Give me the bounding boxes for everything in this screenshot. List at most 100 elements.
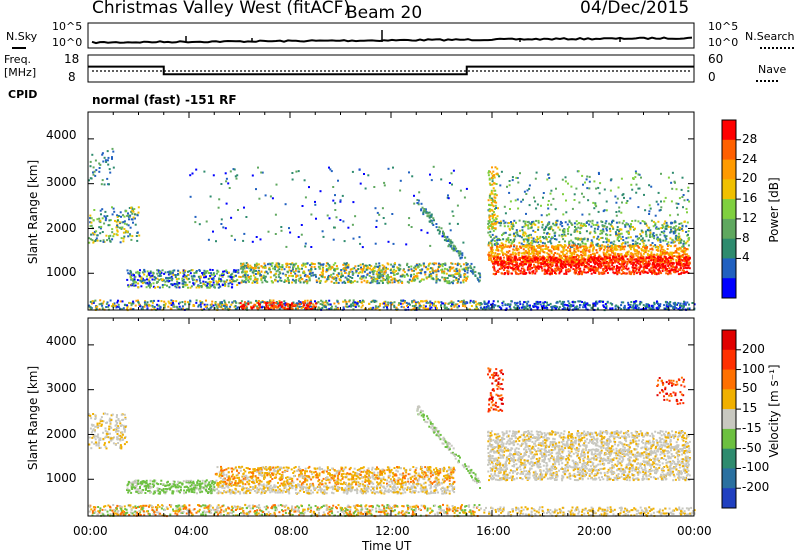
data-cell [602,251,605,254]
data-cell [357,274,359,277]
data-cell [391,213,394,215]
data-cell [313,266,316,268]
data-cell [443,304,446,307]
data-cell [439,263,442,266]
data-cell [633,258,636,261]
data-cell [150,284,152,287]
data-cell [331,277,334,280]
data-cell [632,262,635,265]
data-cell [580,222,583,225]
power-data [88,147,696,312]
data-cell [657,263,660,266]
data-cell [263,271,266,274]
data-cell [596,237,599,240]
data-cell [127,214,130,217]
data-cell [288,266,290,269]
data-cell [90,177,93,180]
data-cell [352,299,355,302]
data-cell [185,275,188,278]
data-cell [111,231,114,234]
data-cell [487,222,490,225]
data-cell [597,256,600,259]
data-cell [333,276,336,279]
data-cell [182,275,185,278]
data-cell [302,301,305,304]
data-cell [212,281,215,284]
data-cell [110,305,113,308]
data-cell [242,303,245,306]
data-cell [402,269,405,272]
data-cell [386,267,389,270]
data-cell [504,243,507,246]
data-cell [547,236,550,238]
data-cell [171,284,174,287]
data-cell [257,272,260,275]
data-cell [473,266,476,269]
data-cell [364,276,367,279]
data-cell [305,307,308,310]
data-cell [243,267,246,270]
data-cell [513,238,516,241]
data-cell [473,301,476,304]
data-cell [451,274,454,277]
data-cell [203,303,206,306]
data-cell [156,303,159,306]
data-cell [321,267,324,270]
data-cell [593,227,596,230]
data-cell [474,308,477,311]
data-cell [428,211,431,214]
data-cell [666,270,669,272]
data-cell [120,226,123,229]
data-cell [577,243,580,246]
freq-panel-frame [87,54,695,83]
data-cell [337,307,340,310]
data-cell [424,271,427,274]
data-cell [450,300,453,303]
data-cell [201,272,204,274]
data-cell [677,270,679,273]
data-cell [244,304,247,307]
data-cell [369,307,372,310]
data-cell [136,231,139,234]
data-cell [667,244,670,247]
data-cell [238,275,241,278]
data-cell [101,152,104,155]
data-cell [629,236,632,239]
data-cell [274,279,277,282]
data-cell [636,235,639,238]
data-cell [304,265,307,268]
data-cell [300,233,303,236]
data-cell [641,239,644,242]
data-cell [347,226,350,229]
data-cell [536,251,539,254]
data-cell [332,263,335,266]
data-cell [173,305,176,308]
data-cell [572,256,575,259]
data-cell [567,246,569,249]
data-cell [133,208,136,210]
data-cell [295,170,298,173]
nsky-panel-frame [87,22,695,49]
data-cell [523,270,526,273]
data-cell [230,278,233,281]
data-cell [438,301,441,304]
data-cell [199,276,202,279]
data-cell [568,244,571,247]
data-cell [378,266,381,269]
data-cell [206,270,209,273]
data-cell [175,283,178,285]
data-cell [507,225,510,228]
data-cell [239,305,242,308]
data-cell [635,258,638,261]
data-cell [602,264,605,267]
data-cell [598,238,601,241]
data-cell [326,301,329,304]
data-cell [545,238,548,241]
data-cell [426,212,429,215]
data-cell [116,229,119,232]
data-cell [380,270,383,273]
data-cell [523,240,526,243]
data-cell [135,271,138,274]
data-cell [587,219,590,222]
data-cell [326,262,329,265]
